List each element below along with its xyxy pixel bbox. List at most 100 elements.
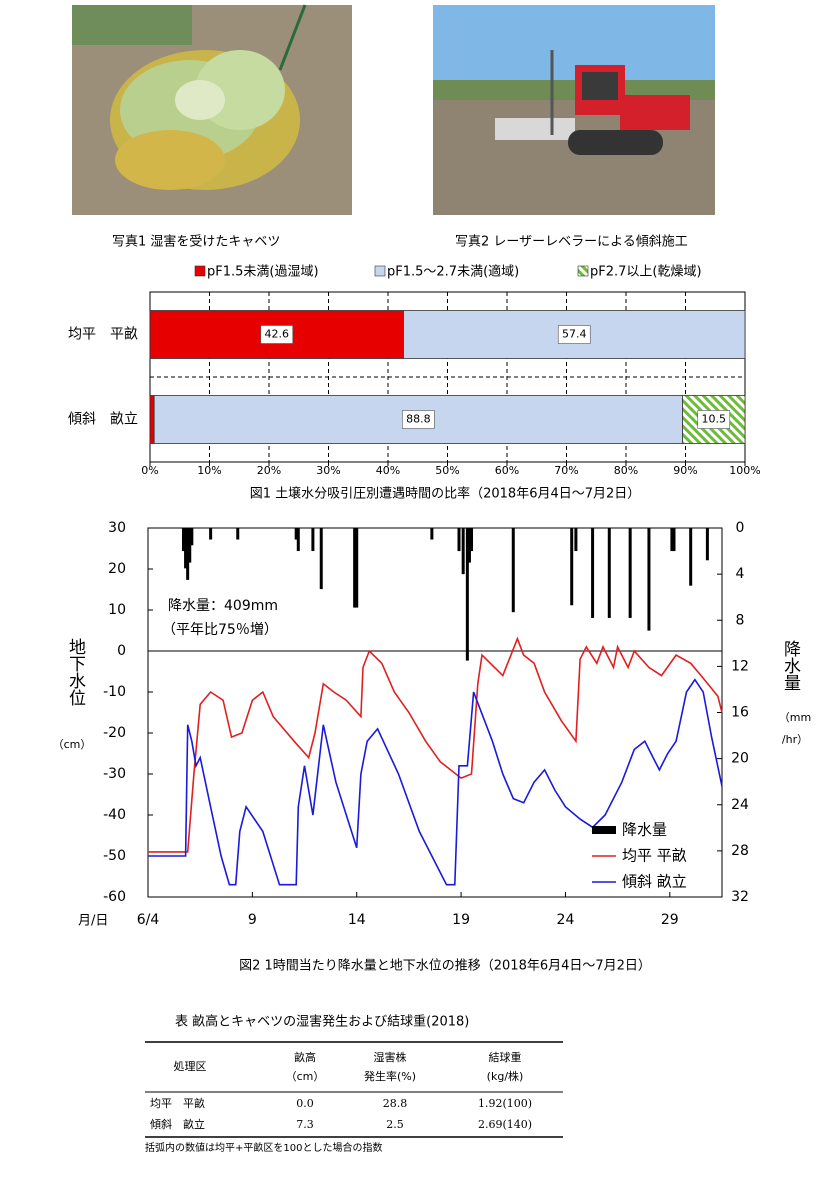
- table-cell: 2.5: [386, 1118, 404, 1131]
- data-label: 57.4: [562, 328, 587, 341]
- rain-bar: [511, 528, 515, 613]
- legend-label: pF1.5未満(過湿域): [207, 265, 319, 280]
- table-note: 括弧内の数値は均平+平畝区を100とした場合の指数: [145, 1141, 382, 1154]
- rain-bar: [311, 528, 315, 552]
- rain-bar: [574, 528, 578, 552]
- photo-tractor: [433, 5, 715, 215]
- rain-bar: [296, 528, 300, 552]
- y-axis-unit: （cm）: [53, 738, 92, 751]
- table-cell: 2.69(140): [478, 1118, 532, 1131]
- x-tick-label: 50%: [435, 464, 459, 477]
- chart-title: 図1 土壌水分吸引圧別遭遇時間の比率（2018年6月4日～7月2日）: [250, 486, 641, 502]
- y2-tick-label: 12: [731, 658, 749, 674]
- y-tick-label: 10: [108, 602, 126, 618]
- y-tick-label: 20: [108, 561, 126, 577]
- rain-bar: [470, 528, 474, 552]
- table-header: 結球重: [489, 1050, 522, 1064]
- rain-bar: [294, 528, 298, 540]
- y-tick-label: -50: [103, 848, 126, 864]
- rain-bar: [607, 528, 611, 618]
- x-tick-label: 14: [348, 912, 366, 928]
- y-tick-label: -40: [103, 807, 126, 823]
- legend-swatch: [577, 265, 589, 277]
- legend-swatch: [374, 265, 386, 277]
- rain-bar: [465, 528, 469, 661]
- x-tick-label: 60%: [495, 464, 519, 477]
- rain-bar: [236, 528, 240, 540]
- rain-bar: [705, 528, 709, 561]
- x-tick-label: 29: [661, 912, 679, 928]
- x-tick-label: 70%: [554, 464, 578, 477]
- table-header: 畝高: [294, 1050, 316, 1064]
- y2-axis-unit: /hr）: [782, 733, 808, 746]
- rain-bar: [570, 528, 574, 606]
- x-tick-label: 10%: [197, 464, 221, 477]
- table-header: 処理区: [174, 1060, 207, 1073]
- x-tick-label: 6/4: [137, 912, 160, 928]
- rain-bar: [647, 528, 651, 631]
- x-tick-label: 20%: [257, 464, 281, 477]
- table-cell: 7.3: [296, 1118, 314, 1131]
- table-caption: 表 畝高とキャベツの湿害発生および結球重(2018): [175, 1014, 469, 1030]
- x-tick-label: 40%: [376, 464, 400, 477]
- table-header: （cm）: [286, 1070, 325, 1083]
- table-cell: 1.92(100): [478, 1097, 532, 1110]
- rain-bar: [186, 528, 190, 580]
- rain-bar: [628, 528, 632, 618]
- y-axis-label: 地下水位: [65, 638, 86, 706]
- rain-bar: [209, 528, 213, 540]
- y2-tick-label: 28: [731, 843, 749, 859]
- table-cell: 傾斜 畝立: [150, 1117, 205, 1131]
- rain-bar: [353, 528, 357, 608]
- rain-bar: [188, 528, 192, 563]
- table: 表 畝高とキャベツの湿害発生および結球重(2018) 処理区 畝高 （cm） 湿…: [145, 1014, 563, 1154]
- photo-caption: 写真2 レーザーレベラーによる傾斜施工: [455, 235, 688, 250]
- x-tick-label: 0%: [141, 464, 158, 477]
- x-tick-label: 19: [452, 912, 470, 928]
- y2-axis-label: 降水量: [780, 640, 801, 691]
- y-tick-label: -10: [103, 684, 126, 700]
- category-label: 傾斜 畝立: [68, 412, 138, 428]
- legend-label: pF1.5～2.7未満(適域): [387, 264, 519, 280]
- rain-bar: [689, 528, 693, 586]
- x-axis-label: 月/日: [78, 914, 108, 929]
- y2-tick-label: 0: [736, 520, 745, 536]
- y-tick-label: -60: [103, 889, 126, 905]
- rain-bar: [184, 528, 188, 569]
- data-label: 10.5: [702, 413, 727, 426]
- table-header: 湿害株: [374, 1050, 407, 1064]
- table-cell: 28.8: [383, 1097, 408, 1110]
- legend-label: 降水量: [622, 821, 667, 839]
- y2-tick-label: 24: [731, 797, 749, 813]
- legend-swatch: [194, 265, 206, 277]
- rain-bar: [467, 528, 471, 563]
- y-tick-label: 0: [117, 643, 126, 659]
- rain-bar: [461, 528, 465, 575]
- x-tick-label: 100%: [729, 464, 760, 477]
- data-label-box: [402, 410, 435, 429]
- rain-bar: [672, 528, 676, 552]
- y2-axis-unit: （mm: [779, 711, 811, 724]
- water-level-line: [148, 636, 723, 853]
- rain-bar: [319, 528, 323, 590]
- rain-bar: [457, 528, 461, 552]
- data-label-box: [697, 410, 731, 429]
- data-label: 88.8: [406, 413, 431, 426]
- data-label-box: [557, 325, 591, 344]
- photo-caption: 写真1 湿害を受けたキャベツ: [112, 234, 280, 250]
- rain-bar: [670, 528, 674, 552]
- table-header: (kg/株): [487, 1069, 524, 1083]
- rain-bar: [355, 528, 359, 608]
- x-tick-label: 9: [248, 912, 257, 928]
- x-tick-label: 80%: [614, 464, 638, 477]
- plot-area: [147, 527, 723, 898]
- table-cell: 0.0: [296, 1097, 314, 1110]
- data-label: 42.6: [264, 328, 289, 341]
- y-tick-label: -30: [103, 766, 126, 782]
- data-label-box: [260, 325, 294, 344]
- water-level-line: [148, 678, 723, 886]
- rain-bar: [190, 528, 194, 546]
- annotation: （平年比75％増）: [162, 622, 278, 638]
- y-tick-label: 30: [108, 520, 126, 536]
